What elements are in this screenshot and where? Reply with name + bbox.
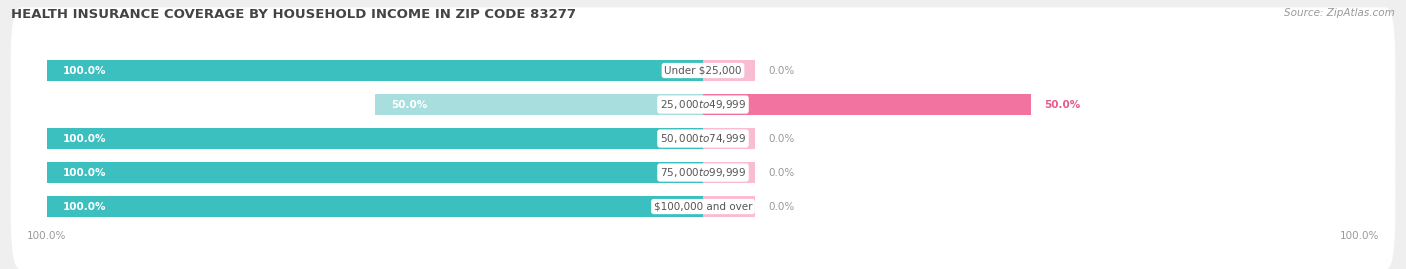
FancyBboxPatch shape — [11, 7, 1395, 134]
Text: Source: ZipAtlas.com: Source: ZipAtlas.com — [1284, 8, 1395, 18]
Bar — [46, 162, 703, 183]
FancyBboxPatch shape — [11, 75, 1395, 202]
Text: 50.0%: 50.0% — [391, 100, 427, 109]
Bar — [703, 128, 755, 149]
Text: Under $25,000: Under $25,000 — [664, 66, 742, 76]
Text: $100,000 and over: $100,000 and over — [654, 201, 752, 211]
Text: 100.0%: 100.0% — [63, 168, 107, 178]
Text: 0.0%: 0.0% — [769, 201, 794, 211]
FancyBboxPatch shape — [11, 109, 1395, 236]
Text: 100.0%: 100.0% — [63, 66, 107, 76]
Text: $75,000 to $99,999: $75,000 to $99,999 — [659, 166, 747, 179]
Text: 0.0%: 0.0% — [769, 66, 794, 76]
Bar — [46, 128, 703, 149]
Text: $25,000 to $49,999: $25,000 to $49,999 — [659, 98, 747, 111]
Text: 100.0%: 100.0% — [63, 201, 107, 211]
FancyBboxPatch shape — [11, 41, 1395, 168]
Text: HEALTH INSURANCE COVERAGE BY HOUSEHOLD INCOME IN ZIP CODE 83277: HEALTH INSURANCE COVERAGE BY HOUSEHOLD I… — [11, 8, 576, 21]
Bar — [46, 196, 703, 217]
Text: $50,000 to $74,999: $50,000 to $74,999 — [659, 132, 747, 145]
FancyBboxPatch shape — [11, 143, 1395, 269]
Text: 0.0%: 0.0% — [769, 168, 794, 178]
Text: 0.0%: 0.0% — [769, 133, 794, 144]
Bar — [703, 196, 755, 217]
Bar — [375, 94, 703, 115]
Bar — [46, 60, 703, 81]
Bar — [703, 94, 1031, 115]
Bar — [703, 60, 755, 81]
Bar — [703, 162, 755, 183]
Text: 100.0%: 100.0% — [63, 133, 107, 144]
Text: 50.0%: 50.0% — [1045, 100, 1080, 109]
